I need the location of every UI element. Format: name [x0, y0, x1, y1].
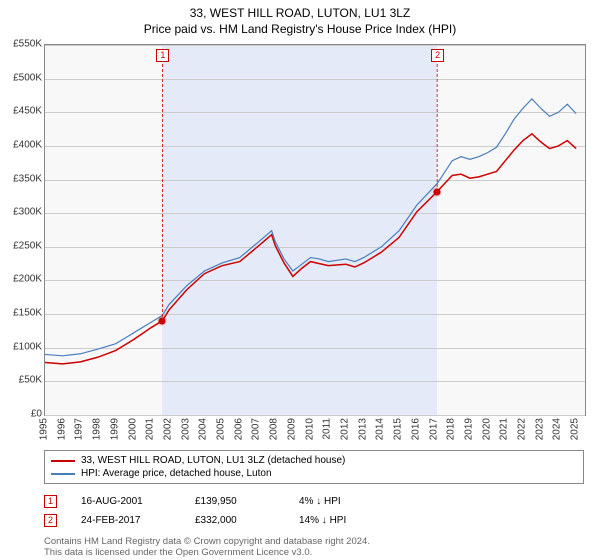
xtick-label: 2006	[233, 418, 244, 440]
ytick-label: £550K	[2, 39, 42, 50]
xtick-label: 2017	[428, 418, 439, 440]
series-address_line	[45, 134, 576, 364]
sale-row-2: 2 24-FEB-2017 £332,000 14% ↓ HPI	[44, 511, 584, 530]
xtick-label: 2015	[393, 418, 404, 440]
plot-area: 12	[44, 44, 586, 416]
xtick-label: 2025	[570, 418, 581, 440]
xtick-label: 2012	[339, 418, 350, 440]
sale-marker-2: 2	[44, 514, 57, 527]
legend-swatch-2	[51, 473, 75, 475]
page-title: 33, WEST HILL ROAD, LUTON, LU1 3LZ	[0, 0, 600, 20]
legend-item-1: 33, WEST HILL ROAD, LUTON, LU1 3LZ (deta…	[51, 454, 577, 467]
xtick-label: 2018	[446, 418, 457, 440]
ytick-label: £50K	[2, 375, 42, 386]
xtick-label: 2013	[357, 418, 368, 440]
xtick-label: 2014	[375, 418, 386, 440]
xtick-label: 2003	[180, 418, 191, 440]
legend-swatch-1	[51, 460, 75, 462]
sale-dot	[434, 188, 441, 195]
sale-dot	[159, 317, 166, 324]
series-hpi_line	[45, 99, 576, 356]
sale-date-2: 24-FEB-2017	[81, 515, 171, 526]
sales-table: 1 16-AUG-2001 £139,950 4% ↓ HPI 2 24-FEB…	[44, 492, 584, 530]
legend-and-footer: 33, WEST HILL ROAD, LUTON, LU1 3LZ (deta…	[44, 450, 584, 558]
xtick-label: 2016	[410, 418, 421, 440]
ytick-label: £0	[2, 409, 42, 420]
ytick-label: £200K	[2, 274, 42, 285]
sale-row-1: 1 16-AUG-2001 £139,950 4% ↓ HPI	[44, 492, 584, 511]
sale-marker-box: 1	[156, 49, 169, 62]
sale-price-1: £139,950	[195, 496, 275, 507]
legend-item-2: HPI: Average price, detached house, Luto…	[51, 467, 577, 480]
xtick-label: 1997	[74, 418, 85, 440]
gridline-h	[45, 415, 585, 416]
xtick-label: 2019	[463, 418, 474, 440]
ytick-label: £350K	[2, 173, 42, 184]
chart-svg	[45, 45, 585, 415]
xtick-label: 1998	[92, 418, 103, 440]
ytick-label: £450K	[2, 106, 42, 117]
xtick-label: 2001	[145, 418, 156, 440]
xtick-label: 2009	[286, 418, 297, 440]
xtick-label: 2007	[251, 418, 262, 440]
xtick-label: 2021	[499, 418, 510, 440]
ytick-label: £100K	[2, 341, 42, 352]
xtick-label: 2024	[552, 418, 563, 440]
ytick-label: £400K	[2, 139, 42, 150]
xtick-label: 1996	[56, 418, 67, 440]
xtick-label: 2005	[216, 418, 227, 440]
sale-delta-2: 14% ↓ HPI	[299, 515, 346, 526]
sale-delta-1: 4% ↓ HPI	[299, 496, 341, 507]
xtick-label: 2004	[198, 418, 209, 440]
legend-label-1: 33, WEST HILL ROAD, LUTON, LU1 3LZ (deta…	[81, 455, 345, 466]
ytick-label: £500K	[2, 72, 42, 83]
xtick-label: 2008	[269, 418, 280, 440]
footer: Contains HM Land Registry data © Crown c…	[44, 536, 584, 558]
xtick-label: 2022	[517, 418, 528, 440]
sale-date-1: 16-AUG-2001	[81, 496, 171, 507]
xtick-label: 2020	[481, 418, 492, 440]
chart-container: 33, WEST HILL ROAD, LUTON, LU1 3LZ Price…	[0, 0, 600, 560]
footer-line-1: Contains HM Land Registry data © Crown c…	[44, 536, 584, 547]
ytick-label: £300K	[2, 207, 42, 218]
xtick-label: 1999	[109, 418, 120, 440]
ytick-label: £250K	[2, 240, 42, 251]
xtick-label: 2010	[304, 418, 315, 440]
xtick-label: 2023	[534, 418, 545, 440]
sale-price-2: £332,000	[195, 515, 275, 526]
legend-label-2: HPI: Average price, detached house, Luto…	[81, 468, 272, 479]
footer-line-2: This data is licensed under the Open Gov…	[44, 547, 584, 558]
sale-marker-1: 1	[44, 495, 57, 508]
sale-marker-box: 2	[431, 49, 444, 62]
xtick-label: 2000	[127, 418, 138, 440]
page-subtitle: Price paid vs. HM Land Registry's House …	[0, 20, 600, 40]
legend-box: 33, WEST HILL ROAD, LUTON, LU1 3LZ (deta…	[44, 450, 584, 484]
xtick-label: 1995	[39, 418, 50, 440]
ytick-label: £150K	[2, 308, 42, 319]
xtick-label: 2002	[162, 418, 173, 440]
xtick-label: 2011	[322, 418, 333, 440]
